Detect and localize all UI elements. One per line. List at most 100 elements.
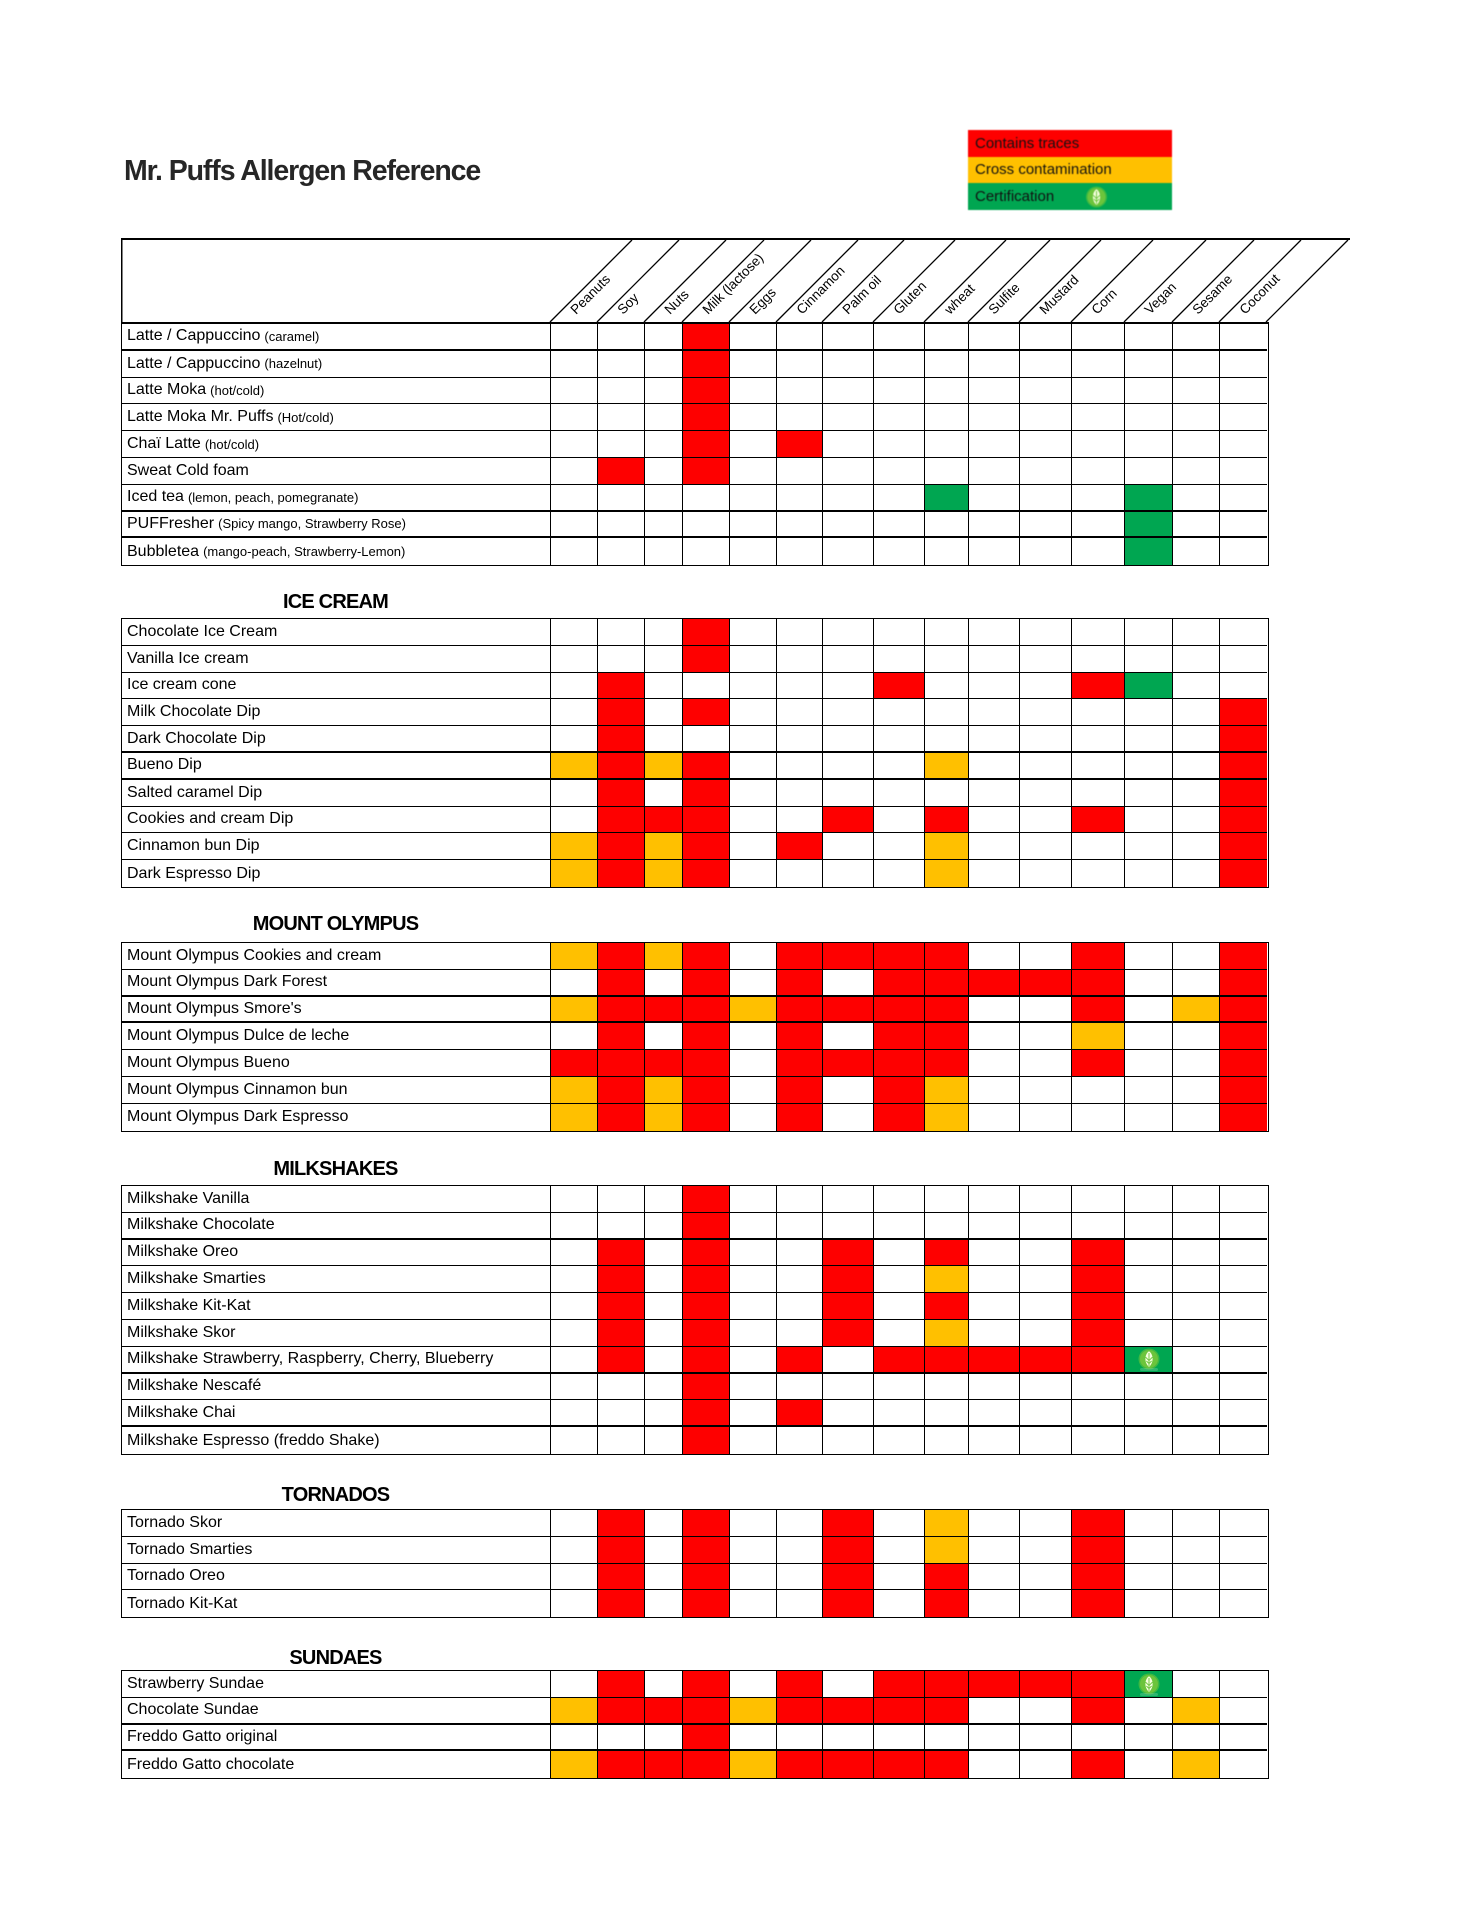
allergen-cell — [1220, 699, 1267, 727]
allergen-cell — [1125, 377, 1173, 405]
allergen-cell — [1173, 350, 1220, 378]
allergen-cell — [645, 1671, 683, 1698]
allergen-cell — [1173, 1050, 1220, 1077]
table-row: Tornado Smarties — [122, 1536, 1268, 1564]
allergen-cell — [1173, 996, 1220, 1024]
allergen-cell — [1220, 458, 1267, 485]
allergen-cell — [1173, 484, 1220, 512]
allergen-cell — [598, 1671, 645, 1698]
allergen-cell — [1020, 324, 1072, 351]
allergen-cell — [645, 1103, 683, 1131]
allergen-cell — [925, 699, 969, 727]
allergen-cell — [874, 1293, 925, 1320]
allergen-cell — [645, 1293, 683, 1320]
allergen-cell — [925, 1266, 969, 1294]
table-row: Mount Olympus Cinnamon bun — [122, 1076, 1268, 1104]
allergen-cell — [683, 1212, 730, 1240]
allergen-cell — [1125, 752, 1173, 780]
allergen-cell — [823, 1186, 874, 1213]
allergen-cell — [598, 1319, 645, 1347]
allergen-cell — [1020, 350, 1072, 378]
allergen-cell — [777, 860, 823, 887]
allergen-cell — [1072, 1510, 1125, 1537]
allergen-cell — [823, 1536, 874, 1564]
allergen-cell — [874, 619, 925, 646]
allergen-cell — [1173, 806, 1220, 834]
allergen-cell — [777, 1212, 823, 1240]
allergen-cell — [1220, 431, 1267, 458]
allergen-cell — [683, 1590, 730, 1618]
allergen-cell — [777, 1319, 823, 1347]
allergen-cell — [683, 1400, 730, 1428]
allergen-cell — [777, 457, 823, 485]
allergen-cell — [683, 538, 730, 566]
allergen-cell — [645, 1023, 683, 1051]
allergen-cell — [551, 1023, 598, 1051]
allergen-cell — [598, 1186, 645, 1213]
allergen-cell — [823, 1427, 874, 1454]
table-row: PUFFresher (Spicy mango, Strawberry Rose) — [122, 511, 1268, 539]
allergen-cell — [598, 833, 645, 861]
allergen-cell — [730, 699, 777, 727]
allergen-cell — [645, 1076, 683, 1104]
row-label: Milkshake Kit-Kat — [122, 1293, 551, 1320]
allergen-cell — [874, 1050, 925, 1077]
allergen-cell — [1072, 1590, 1125, 1618]
allergen-cell — [777, 699, 823, 727]
allergen-cell — [925, 1319, 969, 1347]
table-row: Milkshake Skor — [122, 1319, 1268, 1347]
allergen-cell — [645, 1751, 683, 1779]
table-row: Mount Olympus Cookies and cream — [122, 943, 1268, 970]
allergen-cell — [1125, 1724, 1173, 1752]
allergen-cell — [683, 1266, 730, 1294]
allergen-cell — [730, 1346, 777, 1374]
allergen-cell — [777, 1293, 823, 1320]
allergen-cell — [1173, 1212, 1220, 1240]
allergen-cell — [598, 324, 645, 351]
allergen-cell — [874, 1697, 925, 1725]
allergen-table: Tornado Skor Tornado Smarties Tornado Oreo… — [121, 1509, 1269, 1619]
allergen-cell — [1173, 377, 1220, 405]
allergen-cell — [1220, 726, 1267, 753]
allergen-cell — [1020, 484, 1072, 512]
table-row: Mount Olympus Dark Forest — [122, 969, 1268, 997]
allergen-cell — [645, 457, 683, 485]
allergen-cell — [823, 350, 874, 378]
allergen-cell — [683, 726, 730, 753]
allergen-cell — [1072, 538, 1125, 566]
allergen-cell — [551, 324, 598, 351]
allergen-cell — [874, 484, 925, 512]
allergen-cell — [1020, 538, 1072, 566]
allergen-cell — [1072, 377, 1125, 405]
table-row: Latte Moka Mr. Puffs (Hot/cold) — [122, 404, 1268, 432]
allergen-cell — [969, 404, 1020, 432]
vegan-wordmark — [1139, 1367, 1158, 1371]
allergen-cell — [874, 806, 925, 834]
allergen-cell — [598, 1751, 645, 1779]
allergen-cell — [551, 752, 598, 780]
allergen-cell — [874, 1563, 925, 1591]
allergen-cell — [1020, 1724, 1072, 1752]
allergen-cell — [969, 377, 1020, 405]
allergen-cell — [598, 1103, 645, 1131]
row-label: Freddo Gatto original — [122, 1724, 551, 1752]
allergen-cell — [1072, 1076, 1125, 1104]
allergen-cell — [1173, 1563, 1220, 1591]
allergen-cell — [1173, 1346, 1220, 1374]
allergen-cell — [1220, 833, 1267, 861]
allergen-cell — [1125, 1346, 1173, 1374]
row-label: Mount Olympus Dark Forest — [122, 969, 551, 997]
allergen-cell — [777, 996, 823, 1024]
table-row: Mount Olympus Smore's — [122, 996, 1268, 1024]
allergen-cell — [683, 943, 730, 970]
allergen-cell — [598, 1697, 645, 1725]
allergen-cell — [645, 511, 683, 539]
allergen-cell — [730, 1671, 777, 1698]
allergen-cell — [1072, 350, 1125, 378]
row-label: Ice cream cone — [122, 672, 551, 700]
allergen-cell — [598, 1293, 645, 1320]
allergen-cell — [730, 969, 777, 997]
allergen-cell — [1125, 726, 1173, 753]
row-label-note: (hot/cold) — [204, 436, 260, 452]
row-label: Milkshake Espresso (freddo Shake) — [122, 1427, 551, 1454]
